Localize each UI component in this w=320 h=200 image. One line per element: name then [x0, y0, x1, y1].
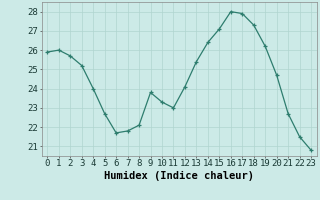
- X-axis label: Humidex (Indice chaleur): Humidex (Indice chaleur): [104, 171, 254, 181]
